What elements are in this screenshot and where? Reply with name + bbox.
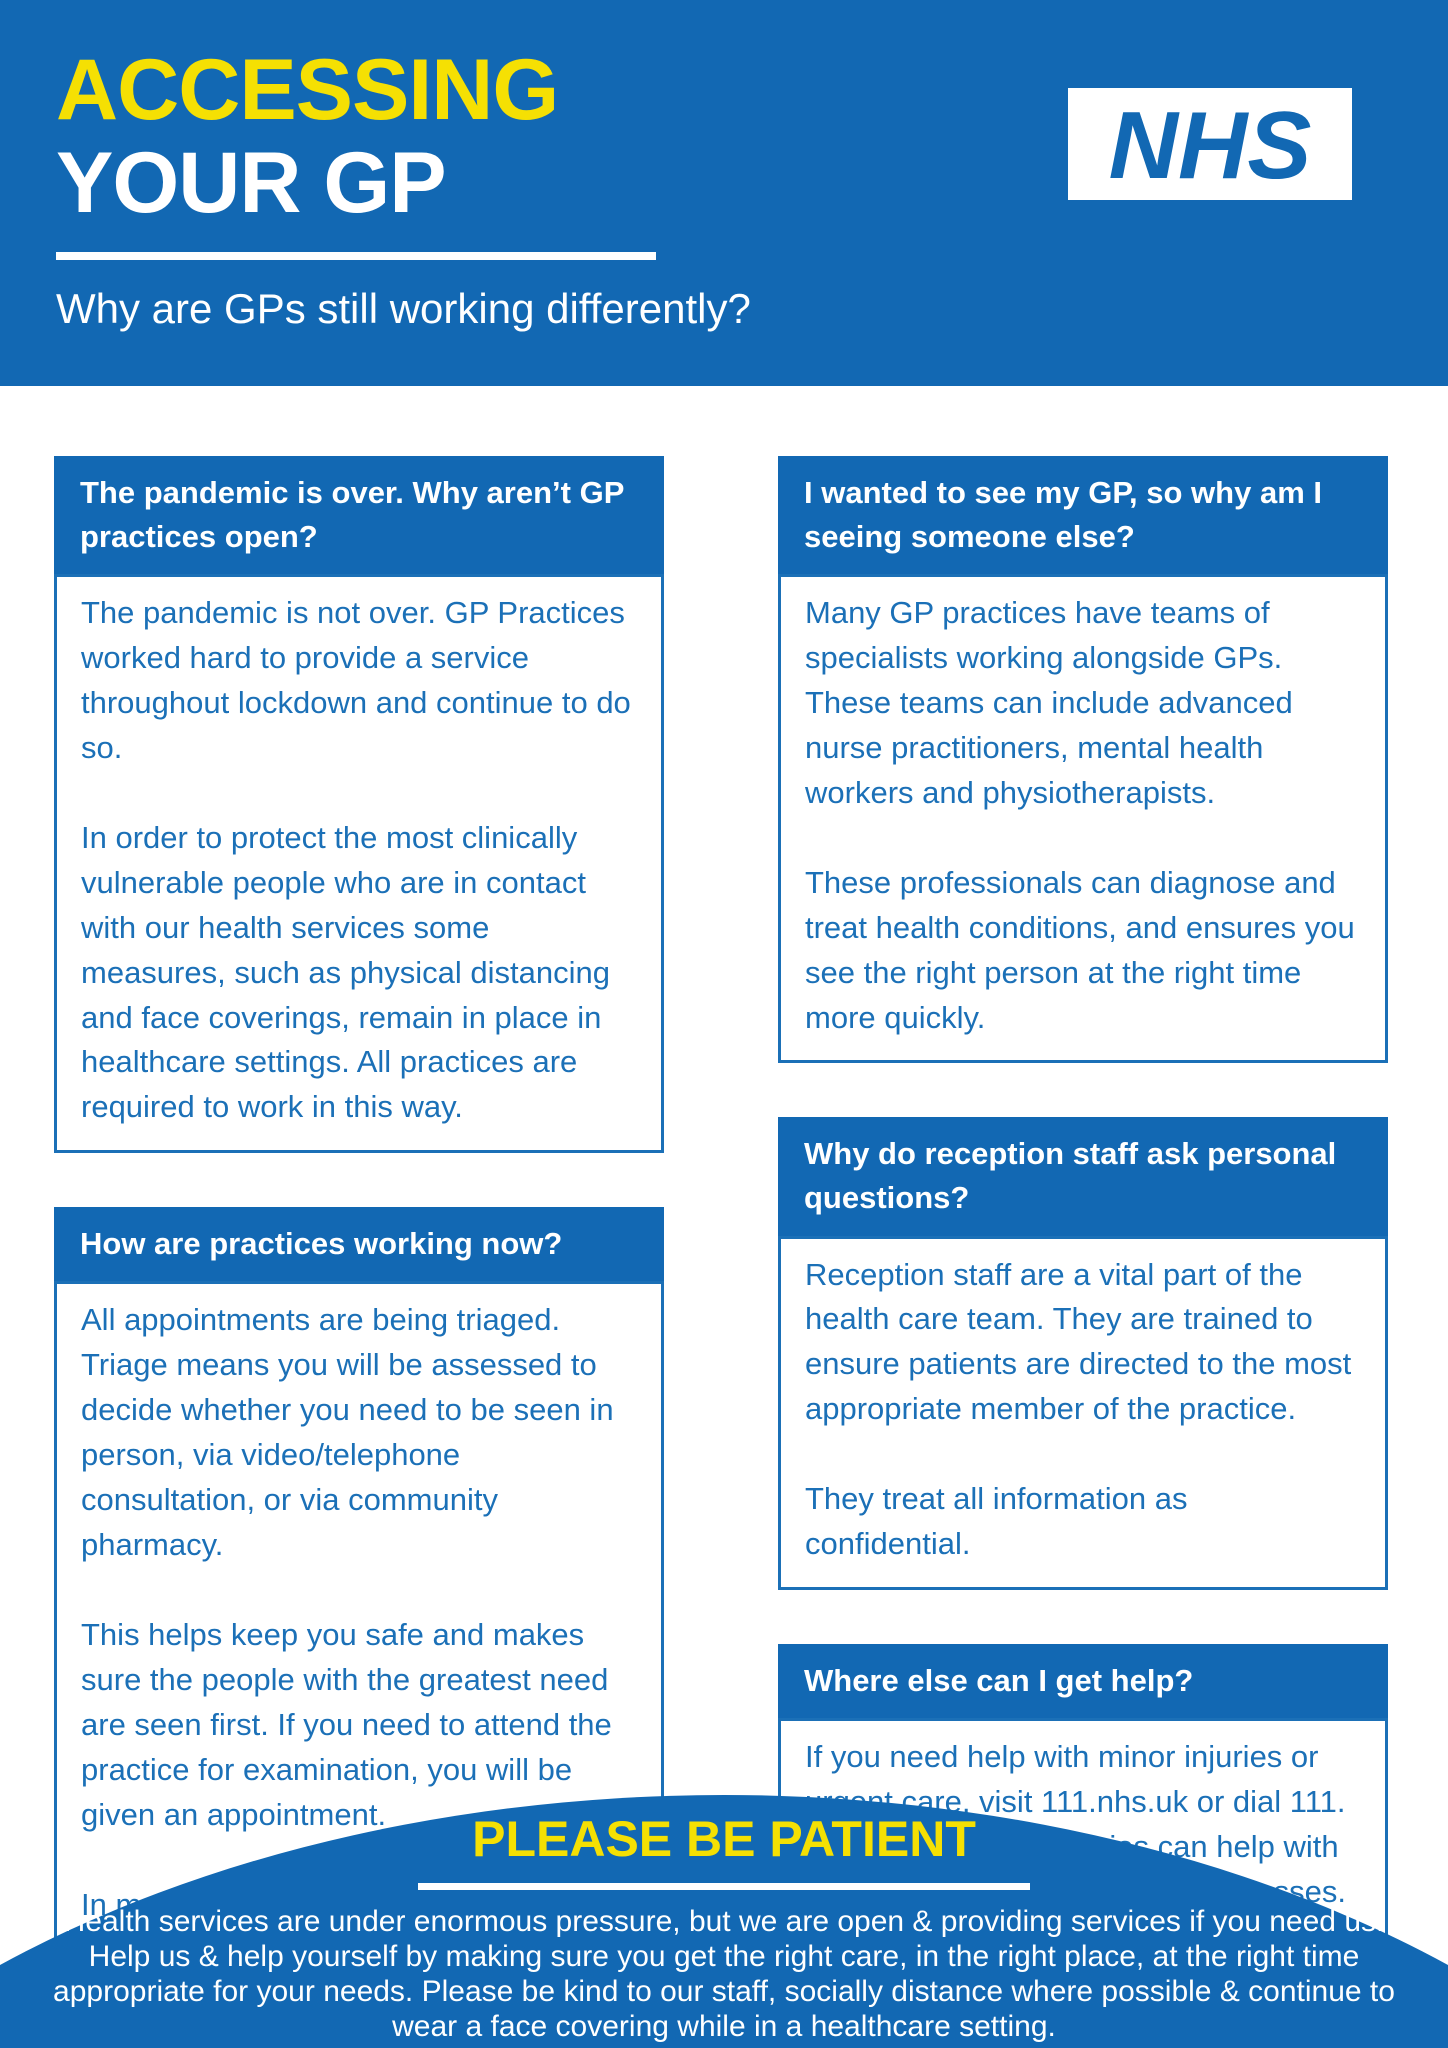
qa-box-pandemic: The pandemic is over. Why aren’t GP prac… — [54, 456, 664, 1154]
question-header: The pandemic is over. Why aren’t GP prac… — [54, 456, 664, 575]
header-subtitle: Why are GPs still working differently? — [56, 284, 751, 332]
title-line-1: ACCESSING — [56, 42, 559, 138]
answer-paragraph: Many GP practices have teams of speciali… — [805, 595, 1293, 810]
answer-paragraph: They treat all information as confidenti… — [805, 1481, 1188, 1562]
answer-paragraph: This helps keep you safe and makes sure … — [81, 1616, 612, 1832]
qa-box-seeing-someone-else: I wanted to see my GP, so why am I seein… — [778, 456, 1388, 1064]
page-title: ACCESSING YOUR GP — [56, 44, 1448, 230]
answer-paragraph: These professionals can diagnose and tre… — [805, 864, 1355, 1035]
nhs-logo: NHS — [1068, 88, 1352, 200]
footer-title: PLEASE BE PATIENT — [472, 1811, 976, 1867]
answer-paragraph: All appointments are being triaged. Tria… — [81, 1302, 614, 1563]
qa-columns: The pandemic is over. Why aren’t GP prac… — [0, 386, 1448, 2048]
question-header: Where else can I get help? — [778, 1644, 1388, 1719]
question-header: How are practices working now? — [54, 1207, 664, 1282]
question-header: Why do reception staff ask personal ques… — [778, 1117, 1388, 1236]
footer-text: Health services are under enormous press… — [53, 1905, 1395, 2043]
nhs-logo-text: NHS — [1109, 92, 1312, 199]
answer-body: Many GP practices have teams of speciali… — [778, 574, 1388, 1064]
header-divider — [56, 251, 656, 260]
answer-paragraph: Reception staff are a vital part of the … — [805, 1256, 1352, 1427]
answer-body: Reception staff are a vital part of the … — [778, 1235, 1388, 1591]
answer-body: The pandemic is not over. GP Practices w… — [54, 574, 664, 1154]
qa-box-reception-questions: Why do reception staff ask personal ques… — [778, 1117, 1388, 1591]
nhs-logo-graphic: NHS — [1068, 88, 1352, 200]
nhs-logo-background — [1068, 88, 1352, 200]
header-band: ACCESSING YOUR GP Why are GPs still work… — [0, 0, 1448, 386]
footer: PLEASE BE PATIENT Health services are un… — [0, 1812, 1448, 2044]
title-line-2: YOUR GP — [56, 134, 447, 231]
answer-paragraph: In order to protect the most clinically … — [81, 819, 610, 1125]
footer-divider — [418, 1883, 1030, 1890]
answer-paragraph: The pandemic is not over. GP Practices w… — [81, 595, 631, 765]
question-header: I wanted to see my GP, so why am I seein… — [778, 456, 1388, 575]
